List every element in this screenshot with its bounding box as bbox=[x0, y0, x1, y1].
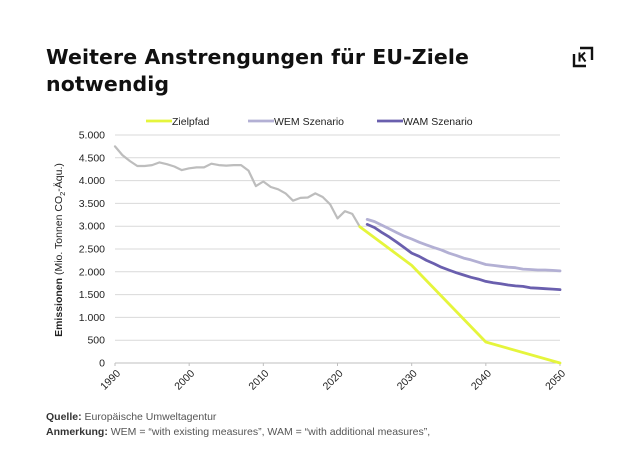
page-title-line-2: notwendig bbox=[46, 72, 170, 96]
x-tick-label: 2000 bbox=[172, 368, 197, 393]
page-title-line-1: Weitere Anstrengungen für EU-Ziele bbox=[46, 45, 469, 69]
x-tick-label: 2010 bbox=[246, 368, 271, 393]
y-tick-label: 1.500 bbox=[79, 289, 105, 301]
note-text: WEM = “with existing measures”, WAM = “w… bbox=[110, 426, 431, 438]
x-tick-label: 2020 bbox=[321, 368, 346, 393]
series-line-historisch bbox=[113, 145, 361, 228]
y-tick-label: 0 bbox=[99, 358, 105, 370]
source-label: Quelle: bbox=[46, 411, 82, 423]
y-tick-label: 2.000 bbox=[79, 266, 105, 278]
y-tick-label: 3.500 bbox=[79, 198, 105, 210]
y-tick-label: 5.000 bbox=[79, 130, 105, 142]
legend-label: Zielpfad bbox=[172, 116, 210, 128]
page-title: Weitere Anstrengungen für EU-Ziele notwe… bbox=[46, 44, 526, 98]
source-text: Europäische Umweltagentur bbox=[84, 411, 217, 423]
footer-notes: Quelle: Europäische Umweltagentur Anmerk… bbox=[46, 410, 430, 440]
note-label: Anmerkung: bbox=[46, 426, 108, 438]
series-line-wem-szenario bbox=[365, 217, 562, 273]
y-tick-label: 4.500 bbox=[79, 152, 105, 164]
series-line-wam-szenario bbox=[365, 222, 562, 292]
y-tick-label: 4.000 bbox=[79, 175, 105, 187]
y-label-bold: Emissionen bbox=[53, 275, 65, 337]
x-tick-label: 2050 bbox=[543, 368, 568, 393]
y-label-end: -Äqu.) bbox=[53, 163, 65, 192]
y-tick-label: 500 bbox=[87, 335, 105, 347]
legend-label: WAM Szenario bbox=[403, 116, 473, 128]
y-tick-label: 3.000 bbox=[79, 221, 105, 233]
y-tick-label: 1.000 bbox=[79, 312, 105, 324]
series-line-zielpfad bbox=[358, 225, 562, 365]
source-note: Quelle: Europäische Umweltagentur bbox=[46, 410, 430, 425]
legend-label: WEM Szenario bbox=[274, 116, 344, 128]
y-label-text: (Mio. Tonnen CO bbox=[53, 196, 65, 275]
legend: Zielpfad WEM Szenario WAM Szenario bbox=[146, 116, 473, 128]
series-lines bbox=[113, 145, 562, 365]
k-bracket-logo-icon bbox=[572, 46, 594, 68]
y-label-subscript: 2 bbox=[58, 192, 67, 196]
axes: 0 500 1.000 1.500 2.000 2.500 3.000 3.500 4.000 4… bbox=[79, 130, 569, 393]
y-tick-label: 2.500 bbox=[79, 244, 105, 256]
x-tick-label: 1990 bbox=[98, 368, 123, 393]
x-tick-label: 2040 bbox=[469, 368, 494, 393]
x-tick-label: 2030 bbox=[395, 368, 420, 393]
remark-note: Anmerkung: WEM = “with existing measures… bbox=[46, 425, 430, 440]
y-axis-label: Emissionen (Mio. Tonnen CO2-Äqu.) bbox=[53, 163, 67, 337]
